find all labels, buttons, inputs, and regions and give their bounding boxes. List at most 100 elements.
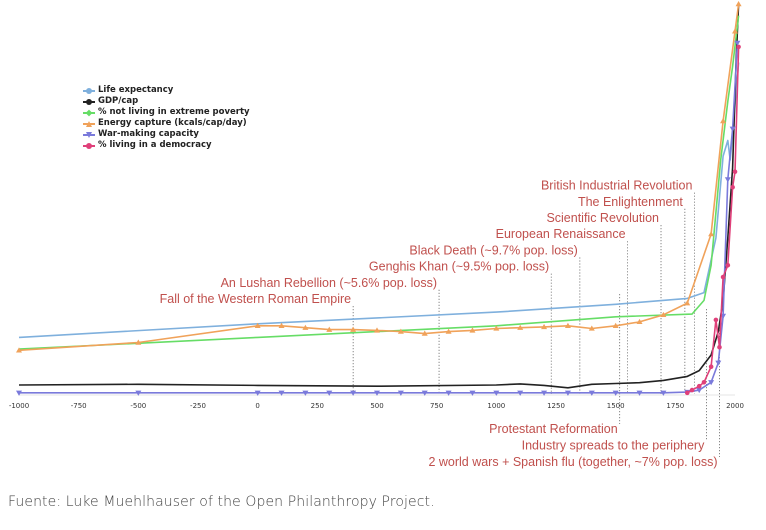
- legend-item: % living in a democracy: [83, 140, 250, 151]
- data-point: [469, 327, 476, 333]
- legend-label: Energy capture (kcals/cap/day): [98, 118, 247, 128]
- event-label: The Enlightenment: [578, 195, 683, 209]
- data-point: [350, 390, 357, 396]
- x-tick-label: 2000: [726, 402, 744, 410]
- data-point: [326, 326, 333, 332]
- data-point: [564, 390, 571, 396]
- event-label: An Lushan Rebellion (~5.6% pop. loss): [221, 276, 437, 290]
- x-tick-label: 750: [430, 402, 443, 410]
- data-point: [730, 185, 735, 190]
- legend-marker-icon: [83, 87, 95, 95]
- data-point: [729, 126, 736, 132]
- data-point: [517, 324, 524, 330]
- data-point: [541, 390, 548, 396]
- x-tick-label: 1000: [487, 402, 505, 410]
- legend-item: Energy capture (kcals/cap/day): [83, 118, 250, 129]
- legend-marker-icon: [83, 120, 95, 128]
- data-point: [588, 390, 595, 396]
- data-point: [736, 44, 741, 50]
- x-tick-label: -1000: [9, 402, 29, 410]
- event-label: Genghis Khan (~9.5% pop. loss): [369, 260, 549, 274]
- x-axis: -1000 -750 -500 -250 0 250 500 750 1000 1250 1500 1…: [9, 394, 744, 410]
- x-tick-label: 1250: [547, 402, 565, 410]
- legend-marker-icon: [83, 142, 95, 150]
- data-point: [612, 390, 619, 396]
- data-point: [445, 390, 452, 396]
- legend-item: GDP/cap: [83, 96, 250, 107]
- event-label: European Renaissance: [496, 227, 626, 241]
- series-line: [19, 42, 739, 394]
- data-point: [397, 328, 404, 334]
- series-5: [684, 44, 741, 396]
- data-point: [732, 169, 738, 174]
- data-point: [16, 347, 22, 353]
- legend-label: War-making capacity: [98, 129, 199, 139]
- event-label: 2 world wars + Spanish flu (together, ~7…: [428, 455, 717, 469]
- series-1: [18, 3, 740, 389]
- data-point: [684, 300, 691, 306]
- series-line: [18, 3, 740, 389]
- data-point: [397, 390, 404, 396]
- x-tick-label: -500: [130, 402, 146, 410]
- event-label: Fall of the Western Roman Empire: [160, 292, 352, 306]
- data-point: [717, 344, 722, 350]
- data-point: [374, 327, 380, 333]
- data-point: [326, 390, 333, 396]
- legend-label: Life expectancy: [98, 85, 174, 95]
- source-caption: Fuente: Luke Muehlhauser of the Open Phi…: [8, 494, 435, 510]
- data-point: [720, 118, 727, 124]
- series-layer: [16, 1, 742, 396]
- x-tick-label: 0: [255, 402, 259, 410]
- legend-item: War-making capacity: [83, 129, 250, 140]
- data-point: [708, 364, 714, 370]
- data-point: [724, 177, 731, 183]
- data-point: [493, 325, 500, 331]
- data-point: [725, 263, 731, 268]
- event-label: Scientific Revolution: [546, 211, 659, 225]
- data-point: [713, 317, 719, 323]
- data-point: [660, 390, 667, 396]
- legend: Life expectancy GDP/cap% not living in ex…: [83, 85, 250, 151]
- x-tick-label: 250: [311, 402, 324, 410]
- data-point: [684, 390, 690, 396]
- event-label: Black Death (~9.7% pop. loss): [409, 243, 578, 257]
- event-label: British Industrial Revolution: [541, 179, 693, 193]
- series-3: [16, 1, 742, 353]
- data-point: [469, 390, 476, 396]
- data-point: [517, 390, 524, 396]
- data-point: [612, 322, 619, 328]
- data-point: [734, 40, 741, 46]
- legend-item: Life expectancy: [83, 85, 250, 96]
- data-point: [701, 380, 707, 385]
- data-point: [720, 274, 726, 280]
- x-tick-label: -250: [190, 402, 206, 410]
- data-point: [660, 311, 667, 318]
- data-point: [254, 390, 261, 396]
- data-point: [636, 318, 643, 325]
- data-point: [421, 390, 428, 396]
- data-point: [278, 390, 285, 396]
- x-tick-label: 1750: [666, 402, 684, 410]
- legend-marker-icon: [83, 98, 95, 106]
- data-point: [302, 390, 309, 396]
- data-point: [445, 328, 452, 334]
- data-point: [421, 330, 428, 336]
- series-line: [18, 15, 740, 350]
- data-point: [636, 390, 643, 396]
- data-point: [696, 383, 702, 389]
- legend-label: GDP/cap: [98, 96, 139, 106]
- data-point: [16, 390, 22, 396]
- legend-item: % not living in extreme poverty: [83, 107, 250, 118]
- data-point: [708, 380, 715, 386]
- data-point: [588, 325, 595, 331]
- chart: -1000 -750 -500 -250 0 250 500 750 1000 1250 1500 1…: [9, 1, 744, 469]
- series-2: [18, 15, 740, 350]
- data-point: [689, 387, 695, 393]
- x-tick-label: -750: [71, 402, 87, 410]
- series-line: [18, 3, 740, 352]
- data-point: [564, 322, 571, 328]
- data-point: [135, 390, 142, 396]
- event-label: Industry spreads to the periphery: [522, 439, 705, 453]
- data-point: [732, 28, 738, 34]
- data-point: [735, 1, 742, 7]
